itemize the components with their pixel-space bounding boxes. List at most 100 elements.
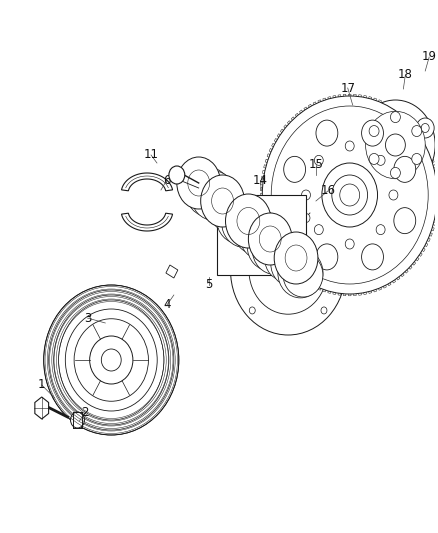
Polygon shape: [304, 107, 309, 114]
Polygon shape: [328, 96, 332, 104]
Polygon shape: [272, 143, 278, 149]
Text: 5: 5: [205, 279, 212, 292]
Text: 2: 2: [81, 407, 88, 419]
Polygon shape: [386, 278, 391, 286]
Polygon shape: [343, 289, 346, 296]
Text: 3: 3: [84, 311, 91, 325]
Polygon shape: [433, 188, 438, 191]
Text: 16: 16: [320, 184, 336, 198]
Polygon shape: [424, 149, 430, 154]
Ellipse shape: [284, 156, 306, 182]
Polygon shape: [424, 236, 430, 241]
Ellipse shape: [362, 120, 383, 146]
Ellipse shape: [222, 199, 261, 243]
Polygon shape: [300, 110, 305, 117]
Polygon shape: [274, 246, 281, 252]
Ellipse shape: [301, 190, 311, 200]
Polygon shape: [395, 273, 400, 280]
Ellipse shape: [201, 175, 244, 227]
Ellipse shape: [345, 141, 354, 151]
Polygon shape: [260, 188, 266, 191]
Polygon shape: [291, 266, 297, 273]
Polygon shape: [403, 266, 408, 273]
Ellipse shape: [356, 100, 435, 190]
Polygon shape: [295, 114, 301, 120]
Polygon shape: [348, 289, 351, 296]
Polygon shape: [277, 250, 283, 256]
Polygon shape: [308, 278, 313, 286]
Polygon shape: [121, 173, 173, 191]
Ellipse shape: [216, 195, 261, 244]
Polygon shape: [287, 262, 293, 269]
Ellipse shape: [191, 172, 231, 216]
Polygon shape: [372, 98, 377, 106]
Ellipse shape: [44, 285, 179, 435]
Text: 17: 17: [340, 82, 355, 94]
Ellipse shape: [412, 126, 422, 136]
Polygon shape: [280, 254, 286, 261]
Polygon shape: [267, 231, 274, 236]
Polygon shape: [318, 283, 322, 290]
Polygon shape: [377, 283, 381, 290]
Ellipse shape: [314, 155, 323, 165]
Ellipse shape: [230, 205, 346, 335]
Ellipse shape: [314, 224, 323, 235]
Ellipse shape: [226, 194, 271, 248]
Polygon shape: [363, 287, 367, 295]
Ellipse shape: [385, 134, 405, 156]
Polygon shape: [223, 209, 271, 232]
Polygon shape: [300, 273, 305, 280]
Ellipse shape: [376, 155, 385, 165]
Polygon shape: [260, 199, 266, 203]
Polygon shape: [323, 98, 327, 106]
Ellipse shape: [209, 188, 249, 232]
Polygon shape: [265, 159, 272, 164]
Ellipse shape: [369, 126, 379, 136]
Polygon shape: [429, 165, 436, 169]
Ellipse shape: [416, 118, 434, 138]
Polygon shape: [304, 276, 309, 283]
Polygon shape: [328, 286, 332, 293]
Polygon shape: [381, 281, 386, 288]
Ellipse shape: [284, 208, 306, 233]
Polygon shape: [191, 175, 311, 283]
Polygon shape: [358, 288, 361, 295]
Polygon shape: [269, 236, 276, 241]
Polygon shape: [427, 159, 434, 164]
Ellipse shape: [390, 111, 400, 123]
Polygon shape: [262, 215, 269, 220]
Ellipse shape: [169, 166, 185, 184]
Polygon shape: [280, 129, 286, 135]
Text: 11: 11: [144, 149, 159, 161]
Polygon shape: [353, 94, 356, 101]
Ellipse shape: [369, 154, 379, 165]
Polygon shape: [313, 281, 318, 288]
Ellipse shape: [249, 307, 255, 314]
Ellipse shape: [71, 412, 85, 428]
Ellipse shape: [90, 336, 133, 384]
Ellipse shape: [332, 175, 367, 215]
Polygon shape: [432, 176, 438, 180]
Polygon shape: [261, 176, 268, 180]
Ellipse shape: [265, 237, 304, 281]
Ellipse shape: [362, 244, 383, 270]
Polygon shape: [399, 114, 404, 120]
Polygon shape: [265, 226, 272, 231]
Polygon shape: [284, 125, 290, 132]
Ellipse shape: [278, 248, 323, 298]
Polygon shape: [121, 213, 173, 231]
Polygon shape: [431, 171, 437, 175]
Text: 18: 18: [398, 69, 413, 82]
Polygon shape: [348, 94, 351, 101]
Polygon shape: [431, 215, 437, 220]
Ellipse shape: [179, 161, 219, 205]
Ellipse shape: [321, 226, 327, 233]
Ellipse shape: [366, 111, 425, 179]
Polygon shape: [166, 265, 178, 278]
Polygon shape: [261, 182, 267, 185]
Polygon shape: [421, 143, 428, 149]
Ellipse shape: [177, 157, 221, 209]
Polygon shape: [421, 241, 428, 247]
Ellipse shape: [249, 226, 327, 314]
Polygon shape: [261, 205, 267, 208]
